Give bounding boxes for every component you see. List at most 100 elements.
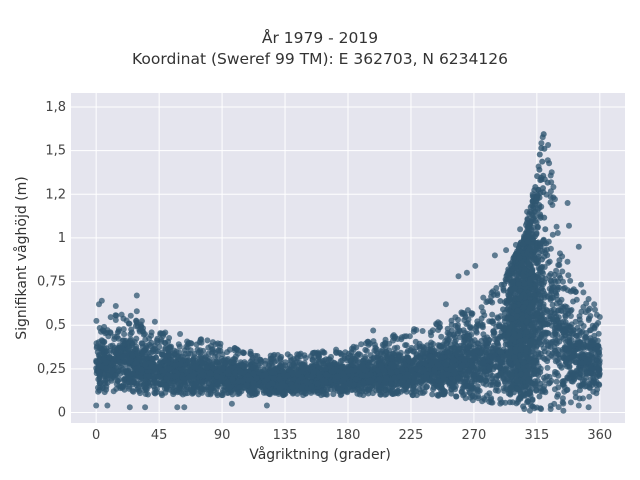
data-point: [224, 349, 230, 356]
data-point: [288, 357, 295, 364]
data-point: [549, 316, 556, 323]
data-point: [175, 341, 182, 348]
data-point: [555, 347, 562, 353]
data-point: [585, 317, 592, 323]
data-point: [345, 350, 352, 357]
data-point: [576, 327, 583, 334]
data-point: [493, 375, 500, 382]
data-point: [569, 378, 576, 385]
data-point: [467, 384, 474, 391]
data-point: [107, 343, 114, 350]
data-point: [115, 328, 122, 335]
data-point: [150, 346, 157, 353]
data-point: [334, 387, 341, 394]
data-point: [112, 317, 119, 323]
data-point: [438, 343, 445, 350]
data-point: [410, 328, 417, 335]
data-point: [484, 298, 491, 305]
data-point: [462, 333, 468, 340]
data-point: [371, 341, 378, 348]
data-point: [474, 321, 481, 328]
data-point: [192, 363, 199, 370]
data-point: [344, 357, 351, 364]
data-point: [544, 358, 551, 365]
data-point: [362, 346, 369, 353]
data-point: [554, 284, 561, 291]
data-point: [330, 391, 337, 398]
data-point: [146, 373, 153, 380]
data-point: [563, 304, 570, 311]
data-point: [594, 337, 601, 344]
data-point: [246, 388, 253, 395]
data-point: [582, 309, 589, 316]
data-point: [101, 338, 108, 345]
data-point: [123, 355, 130, 362]
data-point: [158, 390, 165, 397]
data-point: [148, 329, 155, 336]
data-point: [174, 354, 181, 361]
data-point: [443, 340, 450, 347]
data-point: [203, 364, 210, 371]
data-point: [560, 378, 567, 384]
data-point: [482, 346, 489, 353]
data-point: [166, 365, 172, 372]
data-point: [539, 263, 546, 270]
data-point: [143, 342, 149, 349]
data-point: [569, 287, 576, 294]
data-point: [200, 386, 207, 393]
data-point: [331, 360, 338, 367]
data-point: [567, 277, 574, 284]
data-point: [547, 188, 554, 195]
data-point: [475, 395, 482, 402]
data-point: [298, 362, 305, 369]
data-point: [433, 320, 440, 327]
data-point: [593, 390, 600, 397]
data-point: [440, 391, 447, 398]
data-point: [583, 365, 590, 371]
data-point: [466, 389, 473, 396]
data-point: [561, 284, 568, 291]
data-point: [412, 338, 419, 345]
data-point: [96, 380, 103, 387]
data-point: [231, 345, 238, 351]
data-point: [394, 344, 401, 351]
data-point: [171, 383, 178, 390]
data-point: [137, 374, 144, 381]
data-point: [252, 352, 259, 359]
data-point: [583, 334, 590, 341]
data-point: [464, 320, 471, 327]
data-point: [582, 383, 588, 390]
data-point: [353, 376, 359, 383]
data-point: [395, 353, 402, 360]
data-point: [358, 341, 365, 348]
data-point: [270, 389, 277, 396]
data-point: [486, 364, 493, 371]
data-point: [448, 317, 455, 324]
data-point: [111, 333, 118, 340]
data-point: [207, 391, 214, 398]
data-point: [339, 377, 346, 384]
data-point: [142, 391, 149, 397]
data-point: [113, 380, 120, 387]
data-point: [323, 371, 330, 378]
data-point: [110, 388, 117, 395]
data-point: [423, 371, 430, 378]
data-point: [93, 317, 100, 324]
data-point: [304, 364, 311, 371]
data-point: [367, 352, 374, 359]
data-point: [468, 311, 475, 318]
data-point: [567, 399, 574, 406]
data-point: [118, 311, 125, 318]
data-point: [580, 289, 587, 296]
data-point: [497, 396, 504, 403]
data-point: [198, 359, 205, 366]
data-point: [320, 349, 327, 356]
data-point: [323, 365, 329, 372]
data-point: [376, 376, 383, 383]
data-point: [366, 340, 373, 347]
data-point: [456, 345, 463, 352]
data-point: [257, 384, 264, 390]
data-point: [408, 344, 415, 351]
data-point: [195, 391, 202, 398]
data-point: [107, 314, 114, 321]
